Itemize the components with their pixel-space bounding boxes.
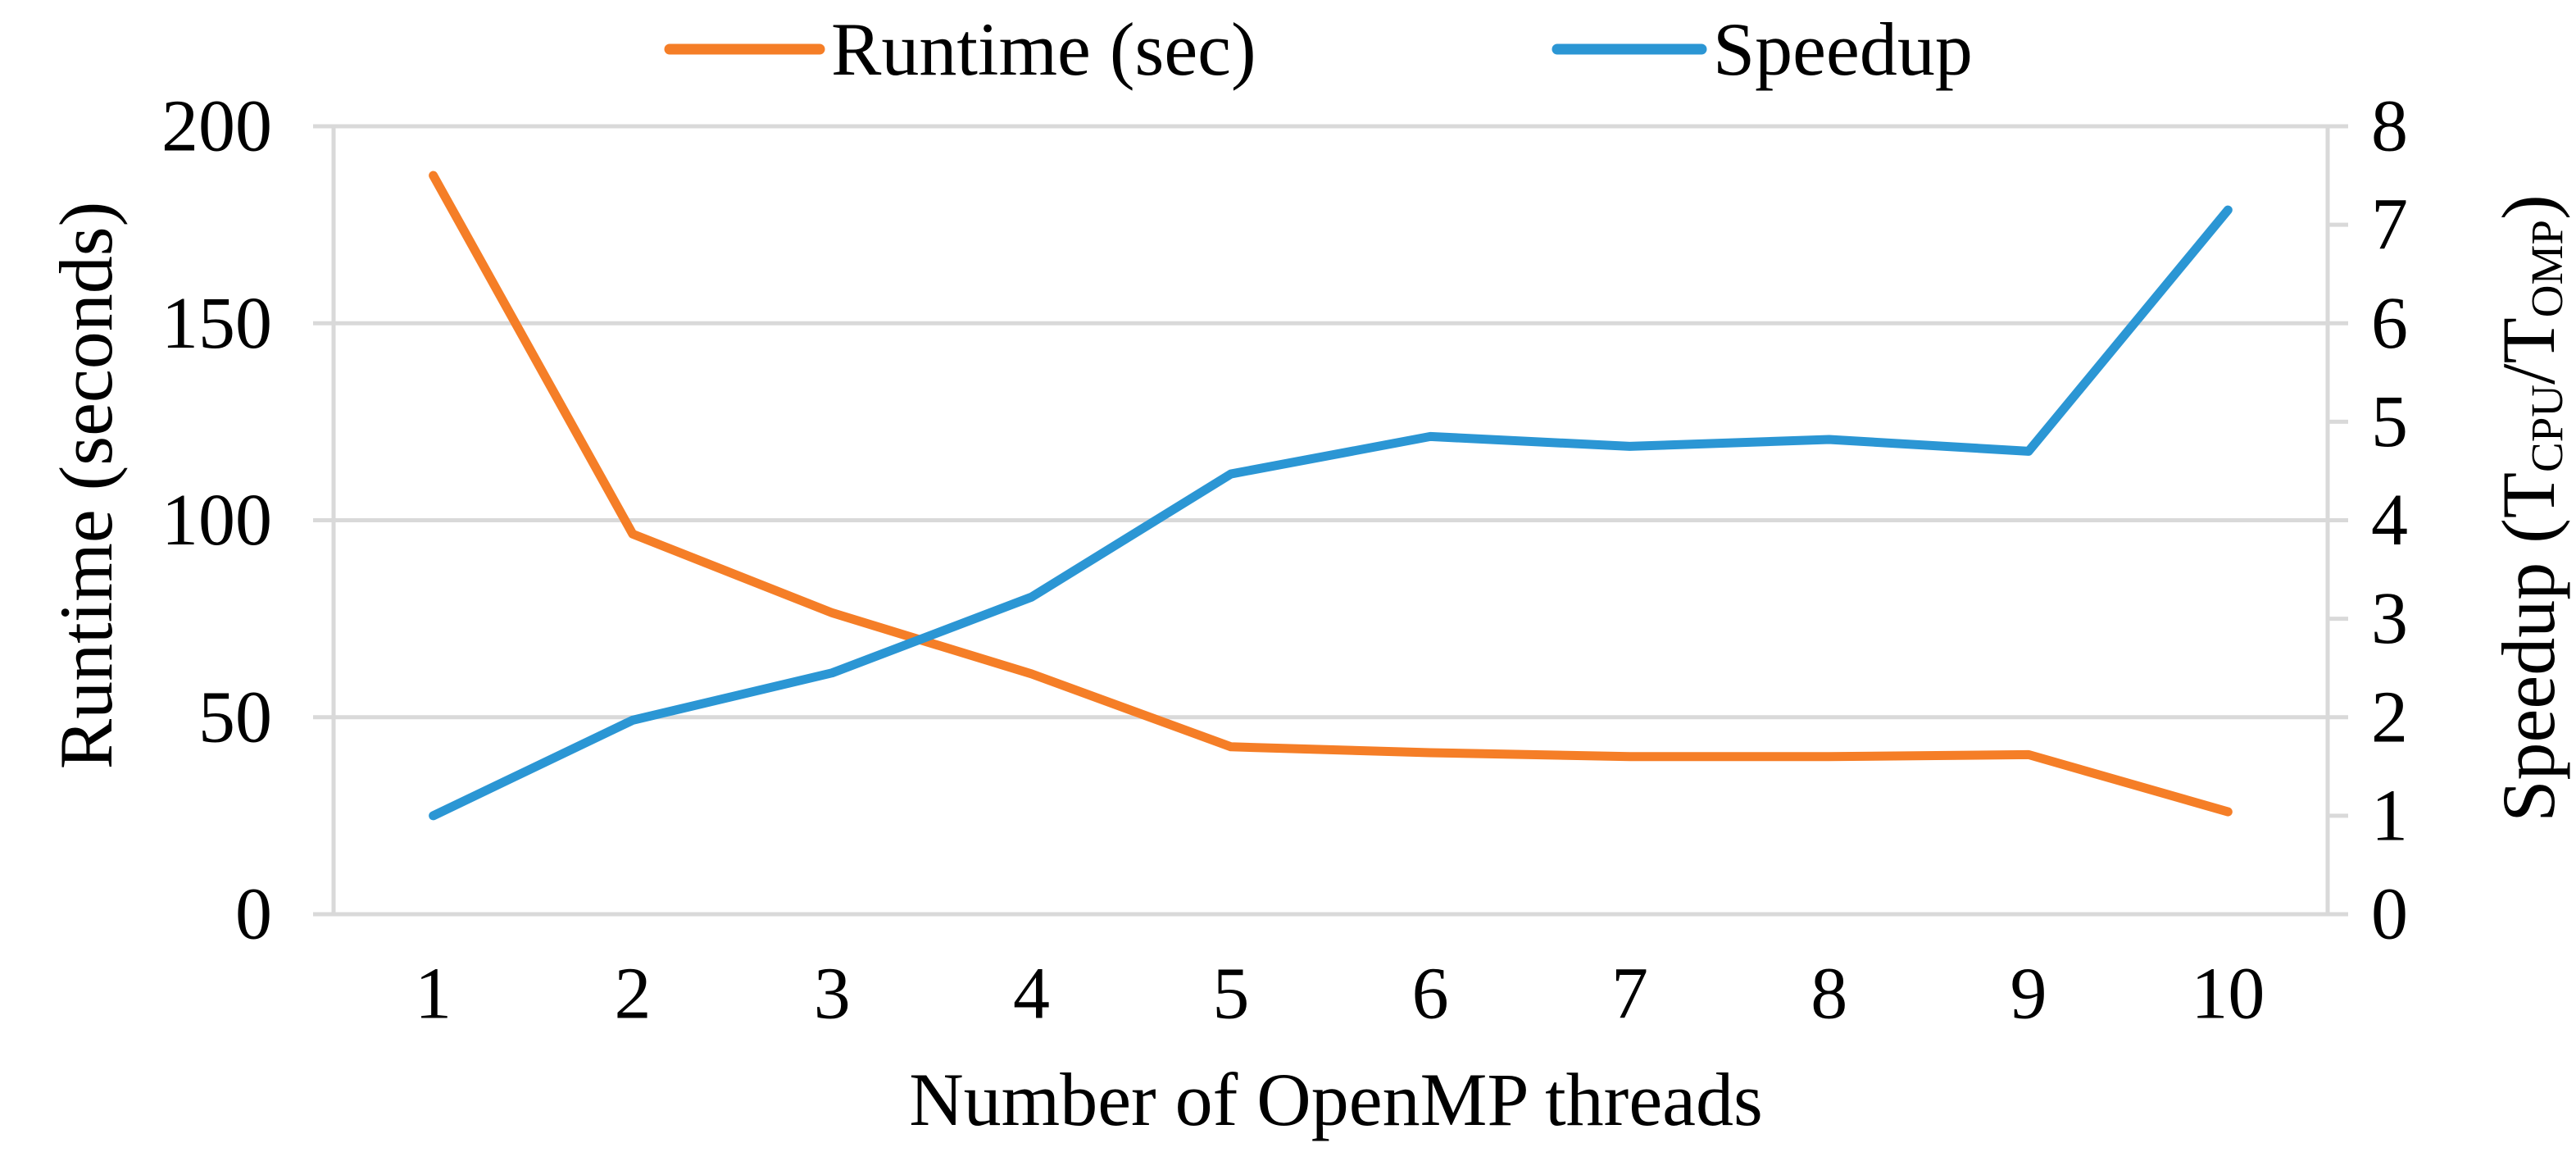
right-tick-label: 5 <box>2371 381 2408 462</box>
right-axis-title-mid: /T <box>2487 317 2570 385</box>
right-tick-label: 8 <box>2371 86 2408 167</box>
left-tick-label: 50 <box>198 676 272 758</box>
legend-speedup-label: Speedup <box>1713 7 1973 91</box>
speedup-line <box>429 205 2233 821</box>
left-tick-label: 0 <box>235 874 272 955</box>
x-tick-label: 5 <box>1212 954 1249 1035</box>
right-axis-title-suffix: ) <box>2487 194 2570 220</box>
x-tick-label: 6 <box>1412 954 1449 1035</box>
right-tick-label: 3 <box>2371 578 2408 659</box>
right-tick-label: 6 <box>2371 283 2408 364</box>
right-tick-label: 4 <box>2371 480 2408 561</box>
x-tick-label: 7 <box>1611 954 1648 1035</box>
right-axis-title-sub-cpu: CPU <box>2522 385 2572 472</box>
runtime-line <box>429 171 2233 817</box>
left-tick-label: 150 <box>161 283 272 364</box>
right-tick-label: 7 <box>2371 184 2408 266</box>
tick-labels: 0 50 100 150 200 0 1 2 3 4 5 6 7 8 1 2 3 4 5 6 7 8 9 10 <box>161 86 2408 1035</box>
right-tick-label: 0 <box>2371 874 2408 955</box>
x-tick-label: 10 <box>2191 954 2265 1035</box>
right-axis-title: Speedup (TCPU/TOMP) <box>2487 194 2572 822</box>
left-tick-label: 200 <box>161 86 272 167</box>
x-axis-title: Number of OpenMP threads <box>909 1058 1763 1141</box>
right-tick-label: 1 <box>2371 775 2408 856</box>
x-tick-label: 1 <box>415 954 452 1035</box>
left-axis-title: Runtime (seconds) <box>44 202 128 769</box>
x-tick-label: 2 <box>614 954 651 1035</box>
right-axis-title-sub-omp: OMP <box>2522 220 2572 317</box>
axis-ticks <box>313 124 2348 917</box>
right-axis-title-prefix: Speedup (T <box>2487 472 2570 822</box>
x-tick-label: 8 <box>1810 954 1847 1035</box>
x-tick-label: 9 <box>2010 954 2047 1035</box>
x-tick-label: 3 <box>814 954 851 1035</box>
legend: Runtime (sec) Speedup <box>664 7 1973 91</box>
legend-runtime-label: Runtime (sec) <box>831 7 1256 91</box>
series-lines <box>429 171 2233 821</box>
gridlines <box>334 124 2328 720</box>
left-tick-label: 100 <box>161 480 272 561</box>
right-tick-label: 2 <box>2371 676 2408 758</box>
x-tick-label: 4 <box>1013 954 1050 1035</box>
